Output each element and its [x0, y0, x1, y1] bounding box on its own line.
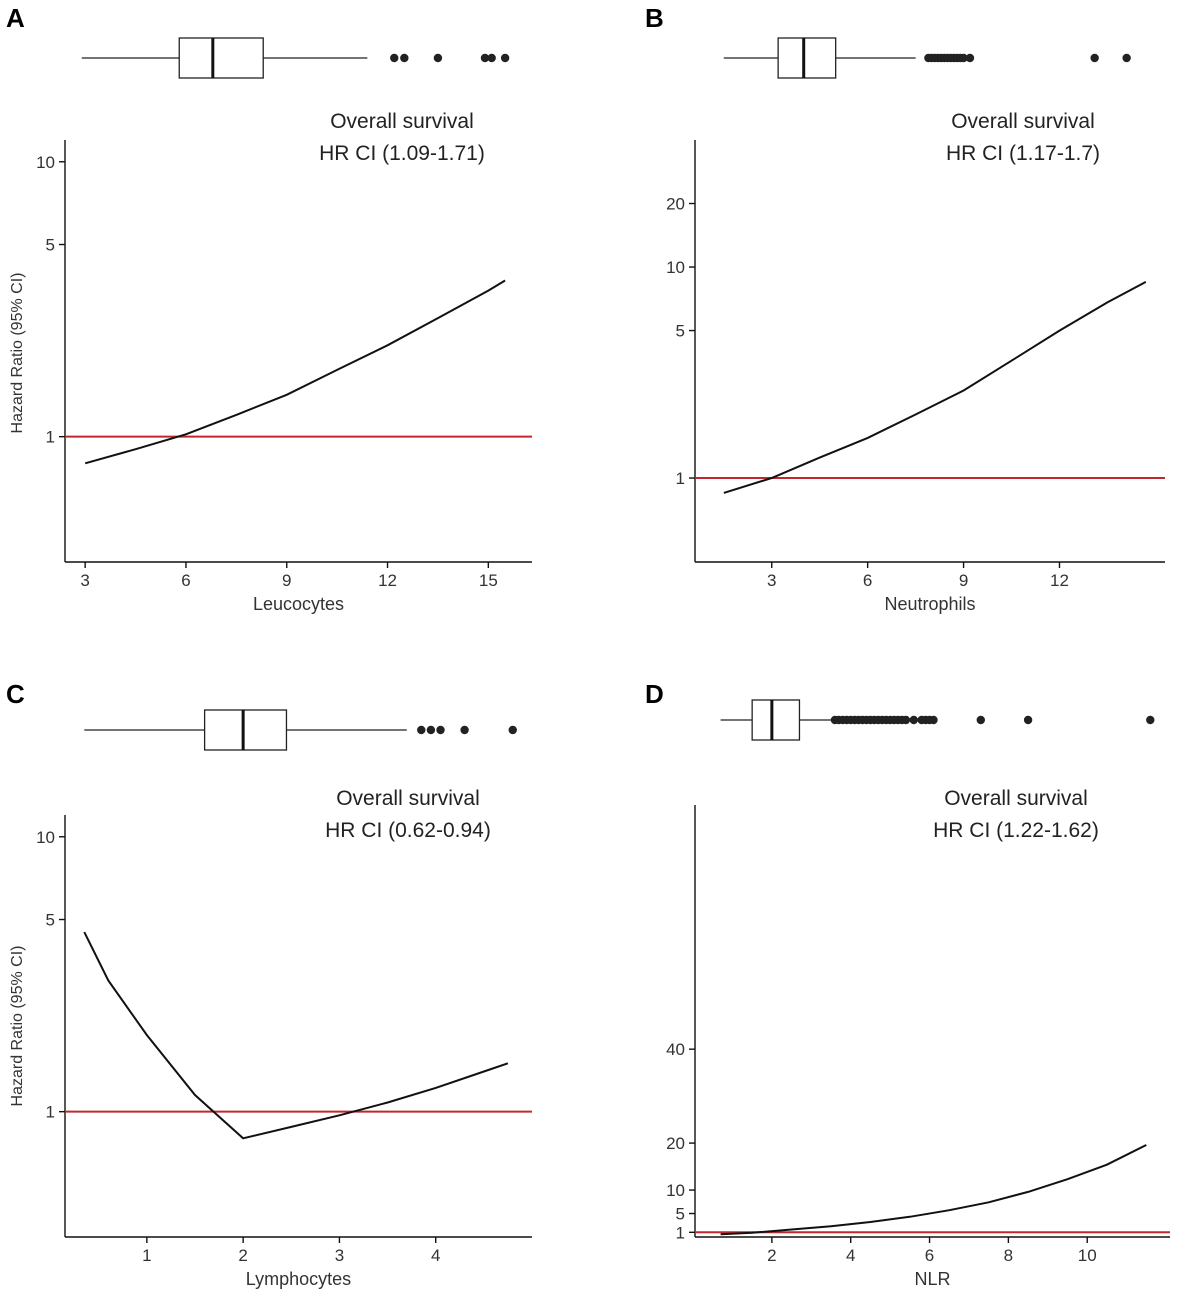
- annotation-ci: HR CI (1.09-1.71): [319, 142, 485, 165]
- y-tick-label: 20: [666, 195, 685, 214]
- panel-b: B Overall survival HR CI (1.17-1.7) 1 5 10 20 3…: [645, 3, 1165, 614]
- y-tick-label: 1: [46, 1103, 55, 1122]
- y-tick-label: 10: [36, 153, 55, 172]
- boxplot-outlier: [508, 725, 517, 735]
- y-tick-label: 10: [666, 1181, 685, 1200]
- x-tick-label: 3: [80, 571, 89, 590]
- x-tick-label: 4: [431, 1246, 440, 1265]
- hazard-ratio-curve: [84, 279, 506, 465]
- y-tick-label: 1: [676, 1223, 685, 1242]
- boxplot-outlier: [976, 715, 985, 725]
- hazard-ratio-curve: [723, 281, 1147, 494]
- panel-letter: A: [6, 3, 25, 33]
- annotation-title: Overall survival: [951, 110, 1095, 133]
- x-tick-label: 12: [1050, 571, 1069, 590]
- boxplot-box: [777, 37, 837, 79]
- boxplot-box: [203, 709, 288, 751]
- x-tick-label: 9: [282, 571, 291, 590]
- y-tick-label: 10: [666, 258, 685, 277]
- y-tick-label: 5: [676, 1205, 685, 1224]
- x-axis-label: Leucocytes: [253, 594, 344, 614]
- y-axis-label: Hazard Ratio (95% CI): [9, 946, 26, 1107]
- x-tick-label: 2: [238, 1246, 247, 1265]
- boxplot-outlier: [426, 725, 436, 735]
- boxplot-outlier: [436, 725, 445, 735]
- panel-letter: D: [645, 679, 664, 709]
- boxplot-outlier: [433, 53, 443, 63]
- boxplot-outlier: [480, 53, 490, 63]
- panel-letter: C: [6, 679, 25, 709]
- boxplot-outlier: [400, 53, 409, 63]
- panel-letter: B: [645, 3, 664, 33]
- boxplot-outlier: [1090, 53, 1099, 63]
- x-tick-label: 6: [181, 571, 190, 590]
- hazard-ratio-curve: [720, 1144, 1147, 1236]
- x-tick-label: 1: [142, 1246, 151, 1265]
- y-tick-label: 5: [46, 236, 55, 255]
- y-tick-label: 1: [46, 428, 55, 447]
- boxplot-box: [178, 37, 264, 79]
- annotation-ci: HR CI (0.62-0.94): [325, 819, 491, 842]
- y-tick-label: 20: [666, 1134, 685, 1153]
- x-axis-label: Lymphocytes: [246, 1269, 351, 1289]
- boxplot-outlier: [959, 53, 968, 63]
- y-tick-label: 5: [676, 322, 685, 341]
- boxplot-outlier: [1146, 715, 1155, 725]
- y-axis-label: Hazard Ratio (95% CI): [9, 273, 26, 434]
- boxplot-box: [751, 699, 801, 741]
- hazard-ratio-curve: [83, 931, 509, 1140]
- boxplot-outlier: [487, 53, 496, 63]
- x-tick-label: 6: [925, 1246, 934, 1265]
- boxplot-outlier: [417, 725, 426, 735]
- boxplot-outlier: [500, 53, 510, 63]
- boxplot-outlier: [1023, 715, 1033, 725]
- boxplot-outlier: [909, 715, 918, 725]
- y-tick-label: 10: [36, 828, 55, 847]
- y-tick-label: 40: [666, 1040, 685, 1059]
- x-tick-label: 3: [335, 1246, 344, 1265]
- x-tick-label: 2: [767, 1246, 776, 1265]
- annotation-ci: HR CI (1.22-1.62): [933, 819, 1099, 842]
- annotation-title: Overall survival: [336, 787, 480, 810]
- x-tick-label: 10: [1078, 1246, 1097, 1265]
- annotation-title: Overall survival: [944, 787, 1088, 810]
- x-tick-label: 8: [1004, 1246, 1013, 1265]
- annotation-title: Overall survival: [330, 110, 474, 133]
- boxplot-outlier: [390, 53, 399, 63]
- annotation-ci: HR CI (1.17-1.7): [946, 142, 1100, 165]
- x-axis-label: Neutrophils: [884, 594, 975, 614]
- y-tick-label: 5: [46, 911, 55, 930]
- x-tick-label: 15: [479, 571, 498, 590]
- boxplot-outlier: [929, 715, 938, 725]
- x-tick-label: 12: [378, 571, 397, 590]
- boxplot-outlier: [460, 725, 469, 735]
- x-tick-label: 4: [846, 1246, 855, 1265]
- x-tick-label: 6: [863, 571, 872, 590]
- panel-c: C Overall survival HR CI (0.62-0.94) 1 5 10 1 2…: [6, 679, 532, 1289]
- boxplot-outlier: [1122, 53, 1131, 63]
- panel-d: D Overall survival HR CI (1.22-1.62) 15 10 20…: [645, 679, 1170, 1289]
- y-tick-label: 1: [676, 469, 685, 488]
- boxplot-outlier: [901, 715, 911, 725]
- x-axis-label: NLR: [914, 1269, 950, 1289]
- boxplot-outlier: [965, 53, 975, 63]
- x-tick-label: 9: [959, 571, 968, 590]
- x-tick-label: 3: [767, 571, 776, 590]
